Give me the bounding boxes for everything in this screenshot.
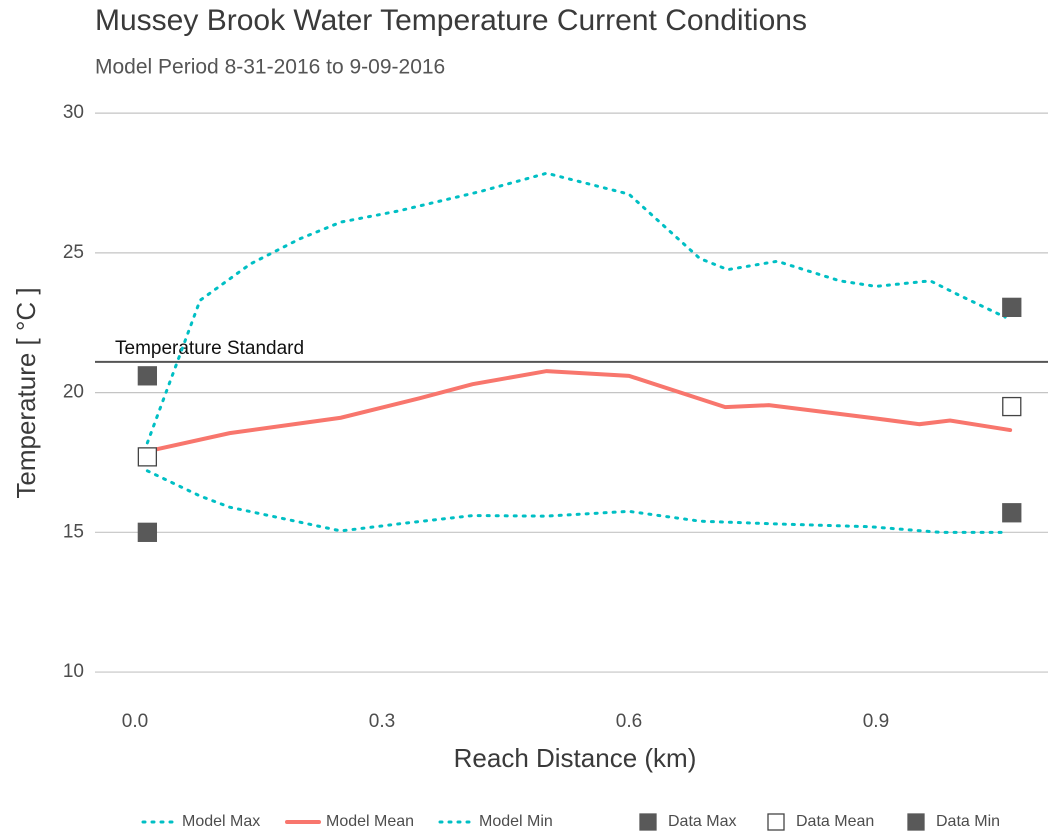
y-tick-label: 25 — [63, 242, 84, 263]
y-axis-title: Temperature [ °C ] — [11, 287, 41, 498]
x-tick-label: 0.3 — [369, 711, 395, 732]
x-tick-label: 0.6 — [616, 711, 642, 732]
legend-label: Data Max — [668, 813, 736, 830]
y-tick-label: 30 — [63, 102, 84, 123]
y-tick-label: 15 — [63, 521, 84, 542]
model-line — [145, 469, 1007, 534]
x-tick-label: 0.9 — [863, 711, 889, 732]
x-axis-title: Reach Distance (km) — [454, 743, 697, 773]
standard-label: Temperature Standard — [115, 338, 304, 359]
legend-swatch — [767, 813, 785, 831]
legend-label: Model Mean — [326, 813, 414, 830]
y-tick-label: 10 — [63, 661, 84, 682]
data-point — [137, 366, 158, 386]
model-line — [145, 369, 1013, 454]
x-tick-label: 0.0 — [122, 711, 148, 732]
y-tick-label: 20 — [63, 382, 84, 403]
model-line — [145, 171, 1007, 445]
data-point — [137, 522, 158, 542]
legend-swatch — [639, 813, 657, 831]
data-point — [1002, 503, 1022, 523]
chart-title: Mussey Brook Water Temperature Current C… — [95, 4, 807, 37]
legend-swatch — [907, 813, 925, 831]
legend-label: Model Min — [479, 813, 553, 830]
data-point — [1002, 396, 1022, 417]
chart-subtitle: Model Period 8-31-2016 to 9-09-2016 — [95, 56, 445, 79]
legend-label: Data Min — [936, 813, 1000, 830]
legend-label: Data Mean — [796, 813, 874, 830]
data-point — [1002, 297, 1022, 318]
data-point — [137, 447, 158, 467]
legend-label: Model Max — [182, 813, 260, 830]
